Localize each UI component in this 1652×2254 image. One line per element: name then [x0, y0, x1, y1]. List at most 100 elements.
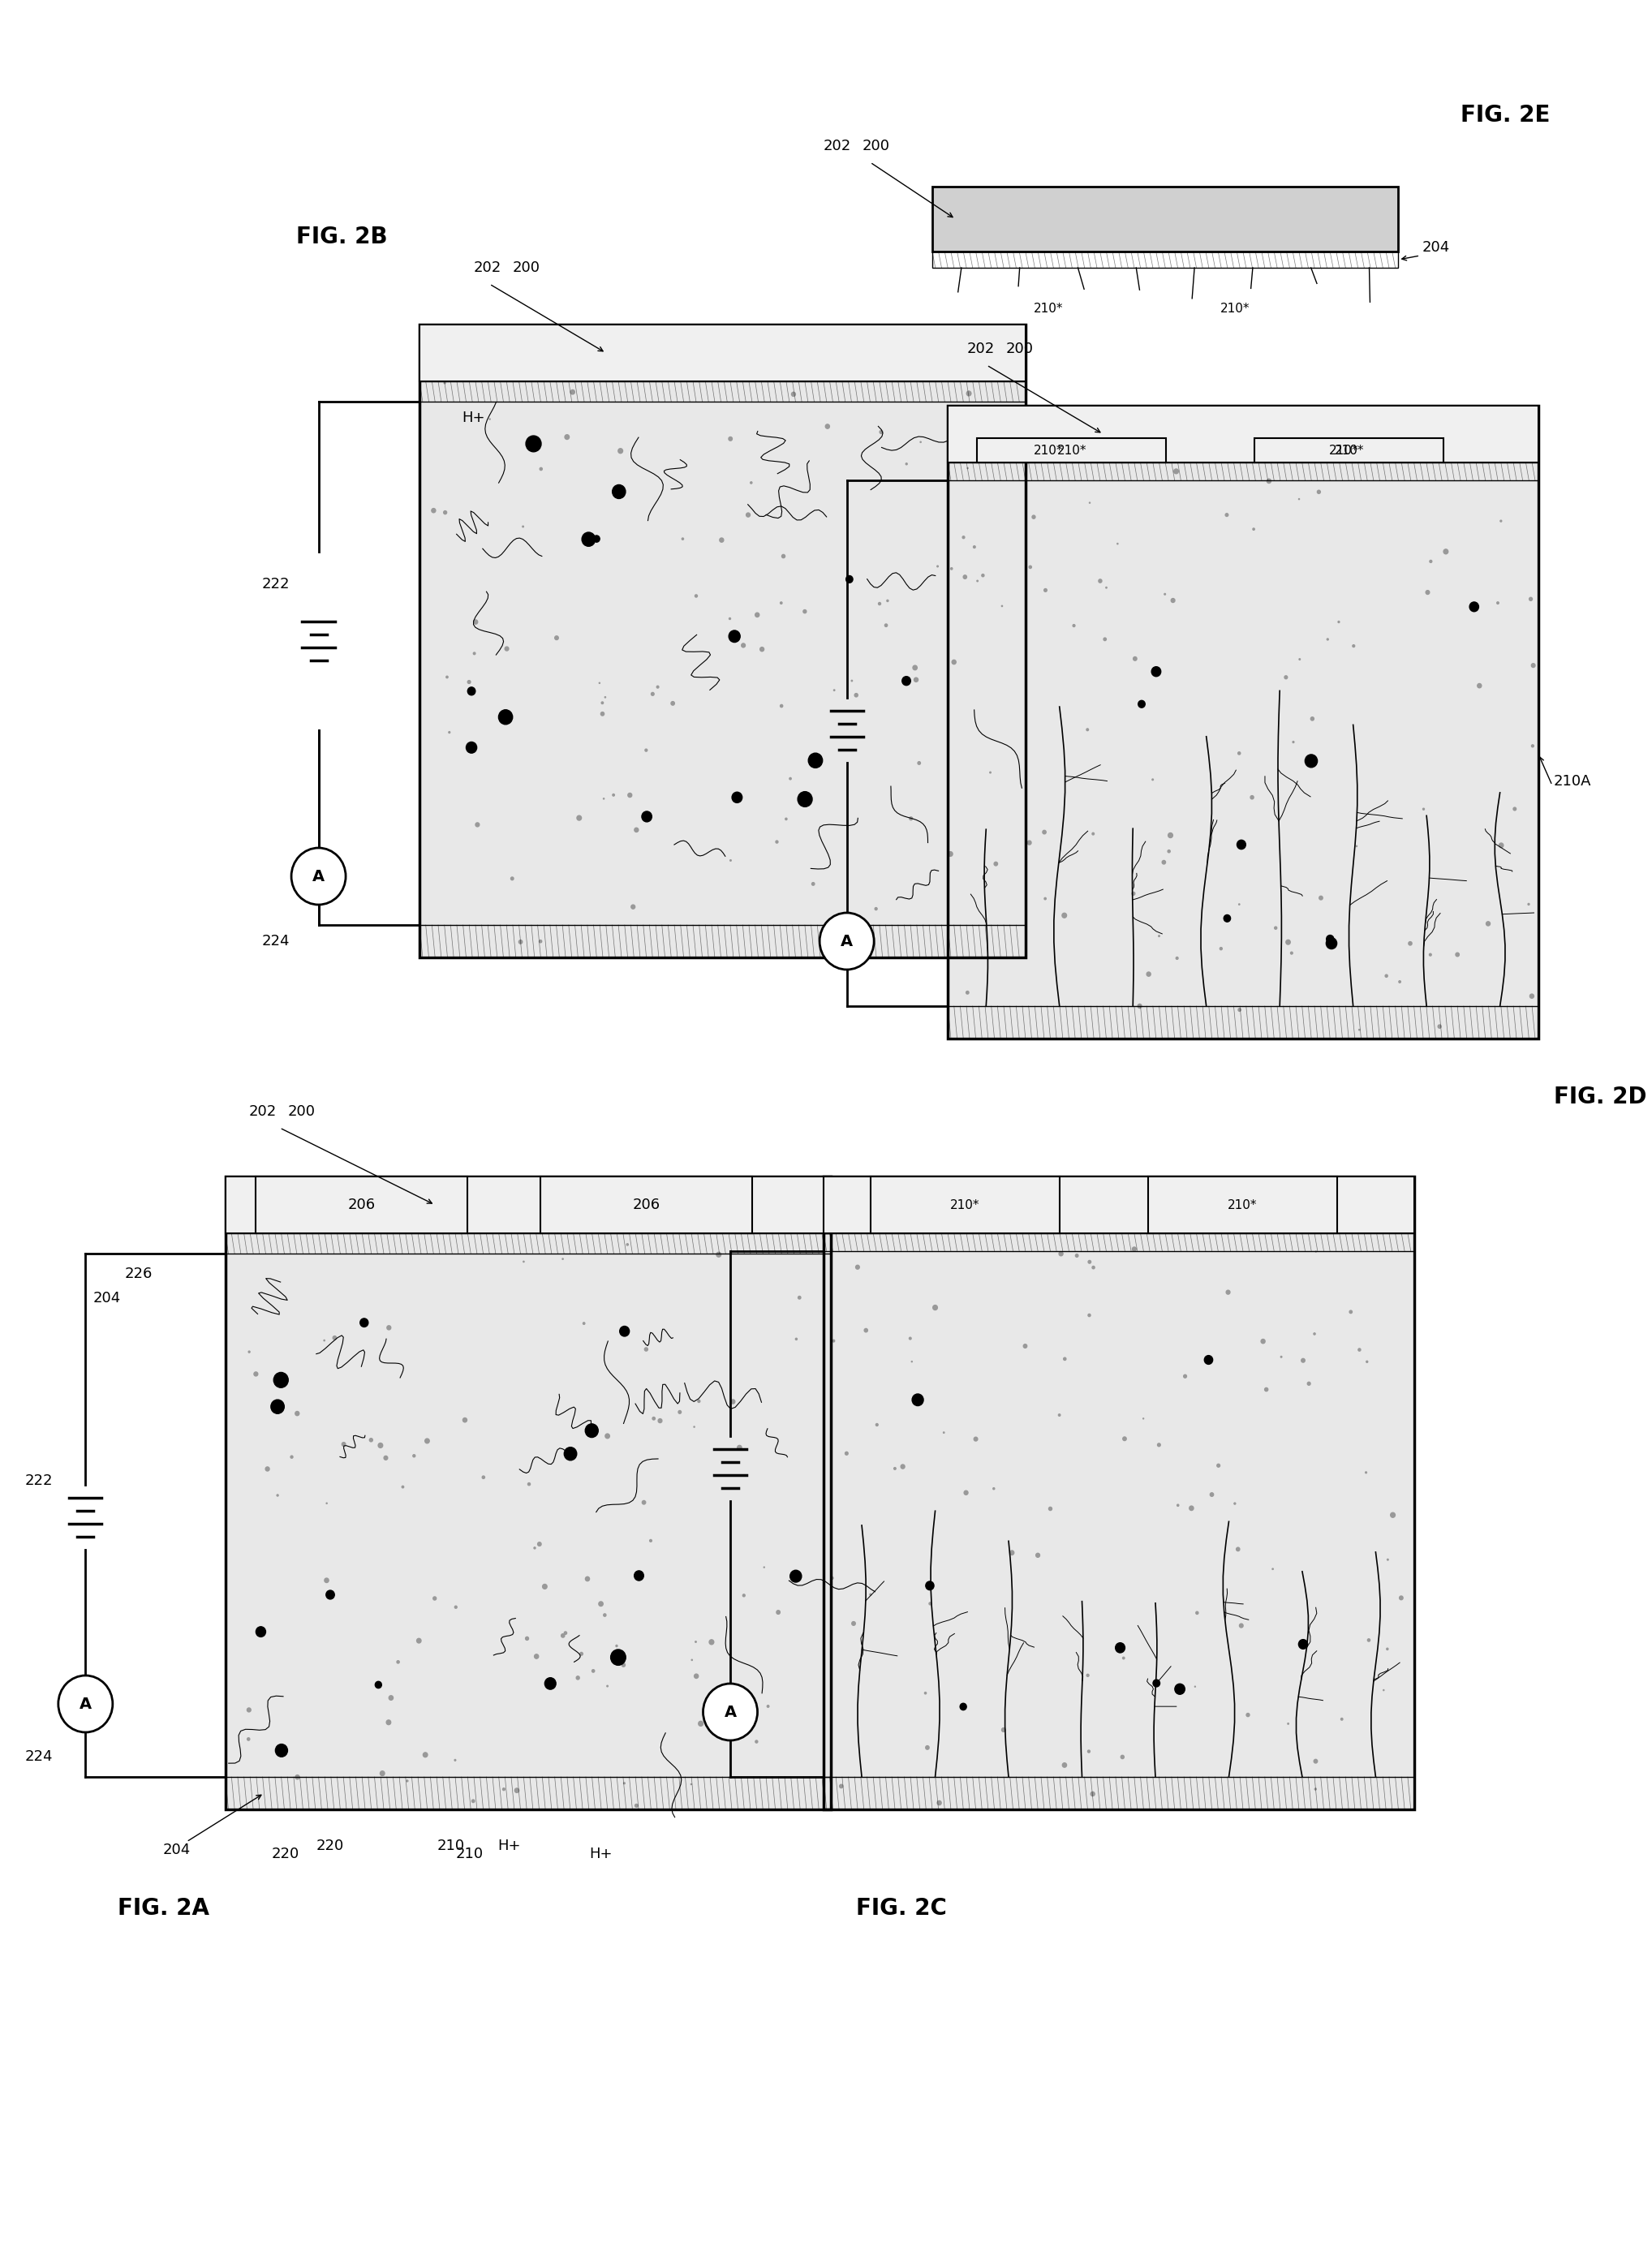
Circle shape: [387, 1325, 392, 1330]
Circle shape: [582, 532, 595, 545]
Circle shape: [388, 1695, 393, 1700]
Circle shape: [1072, 624, 1075, 627]
Circle shape: [332, 1337, 337, 1339]
Bar: [948, 406, 1538, 1039]
Circle shape: [697, 1400, 700, 1402]
Circle shape: [1239, 1623, 1244, 1627]
Circle shape: [709, 1639, 714, 1645]
Text: 210A: 210A: [1555, 773, 1591, 789]
Circle shape: [1089, 1314, 1090, 1316]
Circle shape: [695, 595, 697, 597]
Circle shape: [396, 1661, 400, 1663]
Circle shape: [1028, 841, 1031, 845]
Bar: [225, 1177, 831, 1233]
Circle shape: [1044, 588, 1047, 593]
Circle shape: [876, 908, 877, 911]
Circle shape: [1302, 1359, 1305, 1361]
Circle shape: [656, 685, 659, 687]
Circle shape: [463, 1418, 468, 1422]
Circle shape: [634, 1803, 638, 1808]
Bar: [978, 437, 1166, 462]
Circle shape: [1209, 1492, 1214, 1497]
Circle shape: [1237, 841, 1246, 850]
Circle shape: [1391, 1512, 1396, 1517]
Circle shape: [1327, 935, 1333, 942]
Circle shape: [1132, 893, 1135, 895]
Text: 204: 204: [164, 1842, 192, 1857]
Circle shape: [1120, 1756, 1123, 1758]
Circle shape: [1320, 897, 1323, 899]
Circle shape: [1175, 469, 1178, 473]
Circle shape: [591, 1670, 595, 1672]
Circle shape: [1099, 1222, 1102, 1226]
Bar: [225, 1233, 831, 1253]
Bar: [950, 408, 1536, 1037]
Circle shape: [981, 575, 985, 577]
Circle shape: [1251, 796, 1254, 800]
Circle shape: [324, 1578, 329, 1582]
Circle shape: [952, 660, 957, 665]
Circle shape: [1133, 656, 1137, 660]
Circle shape: [781, 554, 785, 559]
Text: 202: 202: [248, 1104, 276, 1118]
Text: 210: 210: [438, 1839, 466, 1853]
Circle shape: [425, 1438, 430, 1443]
Text: 202: 202: [823, 140, 851, 153]
Circle shape: [1001, 1729, 1006, 1731]
Text: 210*: 210*: [1034, 444, 1062, 455]
Circle shape: [686, 356, 689, 358]
Circle shape: [1168, 850, 1170, 852]
Bar: [420, 325, 1026, 958]
Circle shape: [611, 1650, 626, 1666]
Circle shape: [1355, 1179, 1358, 1183]
Circle shape: [1016, 419, 1018, 421]
Circle shape: [1196, 1612, 1198, 1614]
Circle shape: [760, 647, 763, 651]
Circle shape: [610, 343, 613, 347]
Circle shape: [811, 884, 814, 886]
Text: FIG. 2A: FIG. 2A: [117, 1898, 210, 1920]
Bar: [225, 1776, 831, 1810]
Circle shape: [724, 1709, 725, 1711]
Circle shape: [274, 1373, 287, 1388]
Circle shape: [433, 1596, 436, 1600]
Text: FIG. 2E: FIG. 2E: [1460, 104, 1550, 126]
Circle shape: [1171, 597, 1175, 602]
Circle shape: [1368, 1639, 1370, 1641]
Circle shape: [506, 647, 509, 651]
Circle shape: [1176, 958, 1178, 960]
Circle shape: [1455, 953, 1459, 956]
Bar: [1256, 437, 1444, 462]
Circle shape: [948, 852, 953, 857]
Circle shape: [679, 1411, 681, 1413]
Circle shape: [729, 631, 740, 642]
Circle shape: [527, 1483, 530, 1485]
Circle shape: [965, 431, 966, 433]
Circle shape: [515, 1787, 519, 1792]
Circle shape: [657, 1418, 662, 1422]
Circle shape: [879, 431, 882, 433]
Text: 220: 220: [273, 1846, 299, 1862]
Circle shape: [562, 1634, 565, 1636]
Circle shape: [1429, 953, 1431, 956]
Text: 210*: 210*: [1328, 444, 1358, 455]
Circle shape: [1350, 1310, 1351, 1314]
Circle shape: [1158, 1443, 1160, 1447]
Circle shape: [965, 1490, 968, 1494]
Text: A: A: [79, 1697, 91, 1711]
Circle shape: [413, 1454, 415, 1456]
Circle shape: [1409, 942, 1412, 944]
Circle shape: [679, 349, 681, 352]
Circle shape: [846, 575, 852, 584]
Circle shape: [1237, 753, 1241, 755]
Circle shape: [387, 1720, 392, 1724]
Circle shape: [912, 1393, 923, 1406]
Circle shape: [704, 1684, 758, 1740]
Circle shape: [1313, 1760, 1317, 1763]
Circle shape: [839, 1785, 843, 1787]
Bar: [948, 406, 1538, 462]
Circle shape: [499, 710, 512, 724]
Circle shape: [1042, 829, 1046, 834]
Circle shape: [580, 1652, 583, 1654]
Circle shape: [565, 435, 570, 440]
